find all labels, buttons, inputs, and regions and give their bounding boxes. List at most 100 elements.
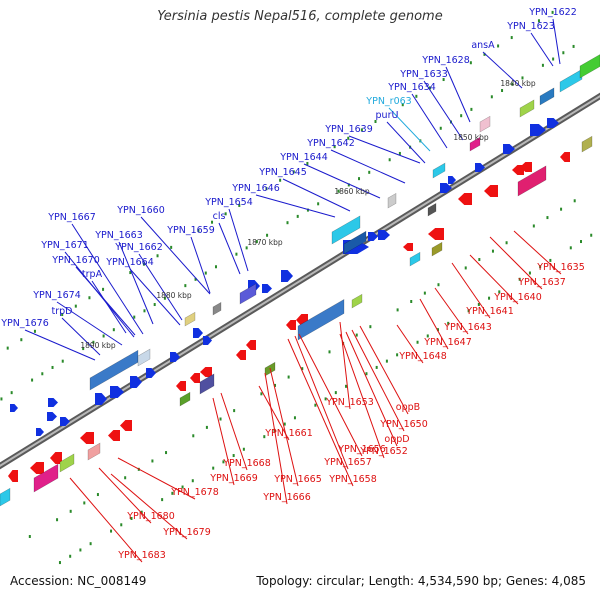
leader-ypn-1645: [282, 178, 351, 212]
gc-dot: [204, 271, 207, 275]
forward-gene-arrow: [36, 428, 44, 436]
gene-label-puru: purU: [376, 110, 399, 121]
feature-block: [351, 293, 363, 309]
leader-ypn-1669: [212, 397, 235, 486]
feature-block: [87, 442, 101, 461]
kbp-ticks: 1840 kbp 1850 kbp 1860 kbp 1870 kbp 1880 kbp…: [80, 79, 536, 350]
gc-dot: [569, 246, 572, 250]
gene-label-ypn-1669: YPN_1669: [209, 473, 258, 484]
reverse-gene-arrow: [286, 320, 296, 330]
gc-dot: [333, 145, 336, 149]
leader-ypn-1641: [451, 262, 491, 319]
feature-block: [519, 99, 535, 118]
feature-layer: [0, 54, 600, 507]
gc-dot: [153, 303, 156, 307]
gc-dot: [102, 287, 105, 291]
leader-ypn-1665: [269, 367, 299, 487]
gc-dot: [464, 266, 467, 270]
gc-dot: [442, 78, 445, 82]
gc-dot: [497, 44, 500, 48]
gc-dot: [197, 229, 200, 233]
gc-dot: [214, 265, 217, 269]
gc-dot: [143, 309, 146, 313]
gene-label-cls: cls: [213, 211, 226, 222]
feature-block: [431, 241, 443, 257]
gc-dot: [562, 51, 565, 55]
gc-dot: [521, 76, 524, 80]
gene-label-ypn-1663: YPN_1663: [94, 230, 143, 241]
gene-label-ypn-1654: YPN_1654: [204, 197, 253, 208]
leader-ypn-1643: [434, 287, 469, 335]
reverse-gene-arrow: [200, 367, 212, 377]
gc-dot: [110, 529, 113, 533]
gc-dot: [573, 199, 576, 203]
gc-dot: [51, 365, 54, 369]
gc-dot: [0, 397, 3, 401]
gc-dot: [133, 315, 136, 319]
reverse-gene-arrow: [520, 162, 532, 172]
tick-label-1850-kbp: 1850 kbp: [453, 133, 489, 142]
forward-gene-arrow: [95, 393, 107, 405]
gene-label-ypn-1650: YPN_1650: [379, 419, 428, 430]
leader-ypn-1644: [303, 163, 381, 199]
leader-cls: [218, 222, 241, 275]
leader-ypn-1678: [117, 457, 196, 500]
gc-dot: [92, 340, 95, 344]
gc-dot: [306, 161, 309, 165]
gc-dot: [398, 151, 401, 155]
forward-gene-arrow: [48, 398, 58, 407]
leader-ypn-1680: [98, 467, 152, 524]
gc-dot: [156, 254, 159, 258]
gc-dot: [334, 391, 337, 395]
forward-gene-arrow: [281, 270, 293, 282]
tick-label-1880-kbp: 1880 kbp: [156, 291, 192, 300]
feature-block: [343, 230, 367, 255]
gc-dot: [416, 340, 419, 344]
tick-label-1840-kbp: 1840 kbp: [500, 79, 536, 88]
gc-dot: [233, 409, 236, 413]
gene-label-ypn-1652: YPN_1652: [359, 446, 408, 457]
gene-label-ypn-1653: YPN_1653: [325, 397, 374, 408]
gc-dot: [488, 296, 491, 300]
gc-dot: [358, 177, 361, 181]
gc-dot: [369, 325, 372, 329]
gc-dot: [224, 212, 227, 216]
leader-ypn-1652: [339, 333, 385, 459]
gc-dot: [163, 296, 166, 300]
forward-gene-arrow: [475, 163, 485, 172]
gene-label-trpd: trpD: [52, 306, 73, 317]
gc-dot: [56, 518, 59, 522]
gc-dot: [317, 202, 320, 206]
leader-ypn-1666: [264, 372, 288, 505]
leader-lines: [24, 18, 562, 563]
gc-dot: [355, 333, 358, 337]
feature-block: [387, 192, 397, 209]
gene-label-ypn-1646: YPN_1646: [231, 183, 280, 194]
leader-oppb: [359, 325, 409, 415]
gc-dot: [266, 233, 269, 237]
leader-ypn-1657: [294, 335, 349, 470]
reverse-gene-arrow: [176, 381, 186, 391]
gc-dot: [396, 308, 399, 312]
gc-dot: [120, 523, 123, 527]
gc-dot: [265, 187, 268, 191]
gene-label-ypn-1662: YPN_1662: [114, 242, 163, 253]
feature-block: [184, 311, 196, 327]
reverse-gene-arrow: [236, 350, 246, 360]
gc-dot: [142, 262, 145, 266]
leader-ypn-1663: [118, 241, 154, 325]
gene-label-oppd: oppD: [384, 434, 409, 445]
gene-label-ypn-1668: YPN_1668: [222, 458, 271, 469]
feature-block: [469, 136, 481, 152]
forward-gene-arrow: [547, 118, 559, 128]
gc-dot: [360, 128, 363, 132]
reverse-gene-arrow: [190, 373, 200, 383]
gene-label-ypn-1641: YPN_1641: [465, 306, 514, 317]
forward-gene-arrow: [530, 124, 546, 136]
gc-dot: [498, 290, 501, 294]
gc-dot: [58, 561, 61, 565]
gc-dot: [82, 347, 85, 351]
gc-dot: [501, 89, 504, 93]
gc-dot: [510, 36, 513, 40]
